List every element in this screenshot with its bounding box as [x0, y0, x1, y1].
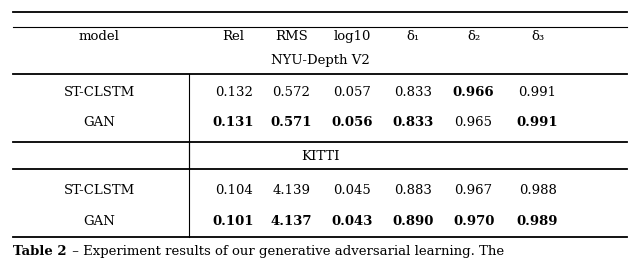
- Text: model: model: [79, 30, 120, 43]
- Text: 0.966: 0.966: [452, 86, 495, 99]
- Text: KITTI: KITTI: [301, 150, 339, 163]
- Text: 0.833: 0.833: [392, 116, 433, 129]
- Text: 0.057: 0.057: [333, 86, 371, 99]
- Text: ST-CLSTM: ST-CLSTM: [63, 184, 135, 197]
- Text: δ₁: δ₁: [406, 30, 419, 43]
- Text: – Experiment results of our generative adversarial learning. The: – Experiment results of our generative a…: [68, 245, 504, 258]
- Text: GAN: GAN: [83, 116, 115, 129]
- Text: 0.056: 0.056: [332, 116, 372, 129]
- Text: 0.991: 0.991: [516, 116, 559, 129]
- Text: 0.890: 0.890: [392, 215, 433, 228]
- Text: 0.883: 0.883: [394, 184, 432, 197]
- Text: 0.131: 0.131: [213, 116, 254, 129]
- Text: 0.101: 0.101: [213, 215, 254, 228]
- Text: δ₃: δ₃: [531, 30, 544, 43]
- Text: 0.989: 0.989: [517, 215, 558, 228]
- Text: Rel: Rel: [223, 30, 244, 43]
- Text: 0.833: 0.833: [394, 86, 432, 99]
- Text: Table 2: Table 2: [13, 245, 67, 258]
- Text: log10: log10: [333, 30, 371, 43]
- Text: 0.991: 0.991: [518, 86, 557, 99]
- Text: 0.988: 0.988: [518, 184, 557, 197]
- Text: 0.571: 0.571: [271, 116, 312, 129]
- Text: NYU-Depth V2: NYU-Depth V2: [271, 54, 369, 67]
- Text: 4.137: 4.137: [271, 215, 312, 228]
- Text: 0.967: 0.967: [454, 184, 493, 197]
- Text: 0.572: 0.572: [272, 86, 310, 99]
- Text: 0.132: 0.132: [214, 86, 253, 99]
- Text: 0.104: 0.104: [215, 184, 252, 197]
- Text: 0.043: 0.043: [332, 215, 372, 228]
- Text: 4.139: 4.139: [272, 184, 310, 197]
- Text: ST-CLSTM: ST-CLSTM: [63, 86, 135, 99]
- Text: 0.965: 0.965: [454, 116, 493, 129]
- Text: 0.970: 0.970: [453, 215, 494, 228]
- Text: 0.045: 0.045: [333, 184, 371, 197]
- Text: GAN: GAN: [83, 215, 115, 228]
- Text: δ₂: δ₂: [467, 30, 480, 43]
- Text: RMS: RMS: [275, 30, 308, 43]
